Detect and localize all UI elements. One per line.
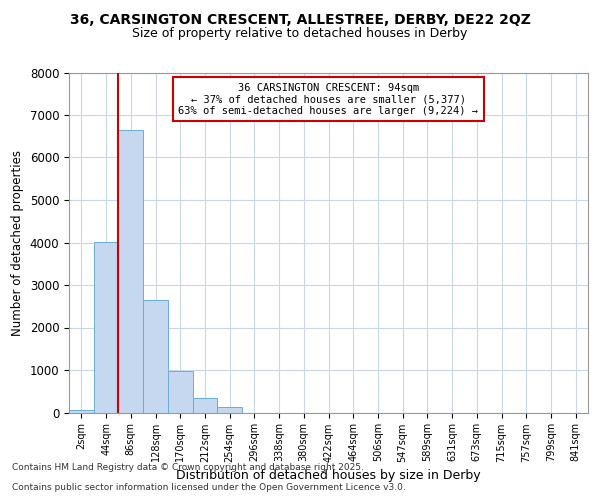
Y-axis label: Number of detached properties: Number of detached properties — [11, 150, 24, 336]
Text: Contains public sector information licensed under the Open Government Licence v3: Contains public sector information licen… — [12, 484, 406, 492]
Bar — [118, 130, 143, 412]
X-axis label: Distribution of detached houses by size in Derby: Distribution of detached houses by size … — [176, 468, 481, 481]
Bar — [143, 300, 168, 412]
Bar — [193, 398, 217, 412]
Bar — [69, 410, 94, 412]
Text: Contains HM Land Registry data © Crown copyright and database right 2025.: Contains HM Land Registry data © Crown c… — [12, 464, 364, 472]
Text: 36 CARSINGTON CRESCENT: 94sqm
← 37% of detached houses are smaller (5,377)
63% o: 36 CARSINGTON CRESCENT: 94sqm ← 37% of d… — [179, 82, 479, 116]
Text: 36, CARSINGTON CRESCENT, ALLESTREE, DERBY, DE22 2QZ: 36, CARSINGTON CRESCENT, ALLESTREE, DERB… — [70, 12, 530, 26]
Bar — [168, 371, 193, 412]
Bar — [217, 408, 242, 412]
Bar — [94, 242, 118, 412]
Text: Size of property relative to detached houses in Derby: Size of property relative to detached ho… — [133, 28, 467, 40]
